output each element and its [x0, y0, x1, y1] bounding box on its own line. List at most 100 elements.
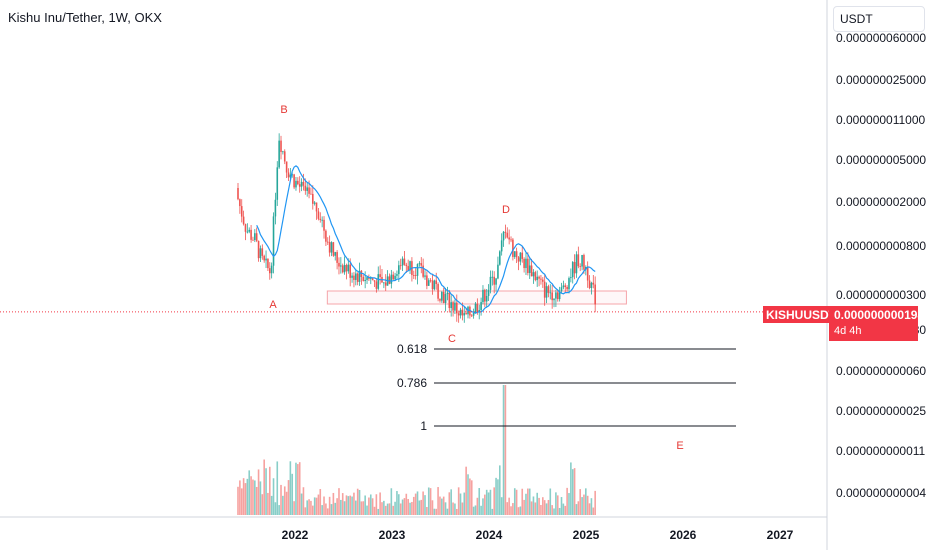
y-tick-label: 0.000000000800: [836, 239, 926, 253]
candle-body: [280, 140, 282, 152]
volume-bar: [517, 507, 520, 515]
candle-body: [433, 280, 436, 290]
candle-body: [549, 292, 552, 294]
volume-bar: [313, 497, 316, 515]
volume-bar: [470, 480, 473, 515]
candle-body: [396, 274, 398, 276]
volume-bar: [237, 486, 239, 515]
volume-bar: [510, 506, 512, 515]
candle-body: [351, 275, 353, 278]
y-tick-label: 0.000000000004: [836, 486, 926, 500]
candle-body: [586, 266, 589, 281]
candle-body: [394, 275, 396, 280]
volume-bar: [484, 494, 486, 515]
candle-body: [499, 251, 501, 265]
candle-body: [242, 216, 245, 225]
volume-bar: [504, 385, 507, 515]
candle-body: [418, 263, 421, 265]
volume-bar: [441, 498, 443, 515]
volume-bar: [384, 505, 387, 515]
volume-bar: [255, 486, 258, 515]
candle-body: [469, 306, 471, 316]
candle-body: [246, 231, 249, 233]
candle-body: [254, 233, 256, 240]
currency-button[interactable]: USDT: [833, 6, 925, 32]
candle-body: [502, 231, 505, 241]
volume-bar: [564, 505, 567, 515]
candle-body: [248, 229, 251, 232]
candle-body: [274, 199, 277, 217]
support-zone: [326, 290, 627, 305]
y-tick-label: 0.000000011000: [836, 113, 926, 127]
candle-body: [513, 251, 516, 257]
volume-bar: [360, 501, 363, 515]
volume-bar: [463, 492, 466, 515]
volume-bar: [540, 504, 542, 515]
volume-bar: [469, 478, 471, 515]
volume-bar: [457, 487, 460, 515]
y-tick-label: 0.000000000011: [836, 444, 926, 458]
volume-bar: [340, 499, 342, 515]
y-tick-label: 0.000000025000: [836, 73, 926, 87]
volume-bar: [366, 505, 368, 515]
candle-body: [369, 278, 372, 279]
candle-body: [571, 262, 574, 278]
volume-bar: [381, 502, 383, 515]
volume-bar: [502, 385, 505, 515]
volume-bar: [338, 488, 340, 515]
volume-bar: [399, 503, 402, 515]
wave-label: D: [502, 204, 510, 216]
volume-bar: [405, 493, 408, 515]
candle-body: [267, 258, 269, 269]
volume-bar: [343, 501, 346, 515]
candle-body: [450, 302, 452, 309]
volume-bar: [287, 480, 290, 515]
candle-body: [448, 292, 451, 309]
volume-bar: [487, 492, 490, 515]
candle-body: [474, 303, 477, 313]
fib-level-label: 0.786: [397, 376, 427, 390]
candle-body: [517, 257, 520, 262]
candle-body: [452, 302, 454, 311]
candle-body: [295, 180, 297, 188]
volume-bar: [355, 500, 357, 515]
volume-bar: [461, 502, 464, 515]
volume-bar: [326, 508, 329, 515]
volume-bar: [239, 480, 241, 515]
volume-bar: [545, 503, 548, 515]
volume-bar: [295, 462, 297, 515]
volume-bar: [424, 495, 426, 515]
volume-bar: [268, 466, 271, 515]
volume-layer: [237, 385, 596, 515]
volume-bar: [442, 496, 445, 515]
candle-body: [570, 277, 572, 279]
volume-bar: [583, 494, 585, 515]
candle-body: [521, 252, 524, 259]
candle-body: [482, 289, 484, 303]
candle-body: [457, 313, 460, 316]
volume-bar: [394, 501, 396, 515]
candle-body: [588, 280, 591, 289]
volume-bar: [476, 497, 479, 515]
candle-body: [383, 282, 385, 284]
candle-body: [495, 278, 497, 285]
candle-body: [594, 284, 596, 305]
chart-title: Kishu Inu/Tether, 1W, OKX: [8, 10, 162, 25]
volume-bar: [536, 492, 538, 515]
candle-body: [446, 292, 449, 295]
volume-bar: [383, 500, 385, 515]
volume-bar: [377, 508, 380, 515]
candle-body: [384, 282, 387, 286]
symbol-label: KISHUUSDT: [766, 308, 837, 322]
candle-body: [493, 276, 495, 285]
candle-body: [306, 187, 308, 191]
volume-bar: [278, 505, 280, 515]
volume-bar: [571, 469, 574, 515]
candle-body: [265, 258, 267, 261]
volume-bar: [285, 491, 288, 515]
volume-bar: [332, 492, 335, 515]
volume-bar: [521, 488, 524, 515]
